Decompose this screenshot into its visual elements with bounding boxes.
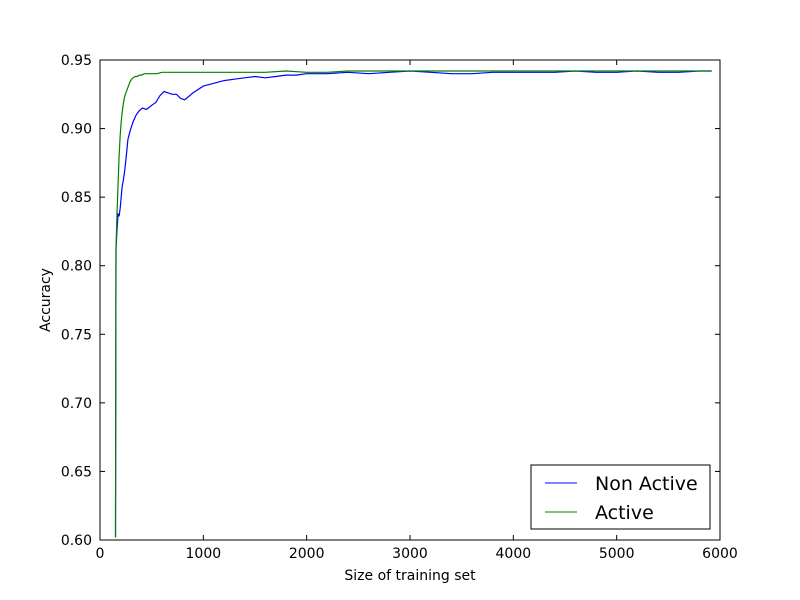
legend-label-active: Active bbox=[595, 502, 654, 524]
y-tick-label: 0.90 bbox=[61, 122, 92, 138]
x-tick-label: 6000 bbox=[702, 546, 738, 562]
x-tick-label: 1000 bbox=[186, 546, 222, 562]
y-tick-label: 0.85 bbox=[61, 190, 92, 206]
ticks-layer: 0 1000 2000 3000 4000 5000 6000 0.60 0.65 0.70 0.7… bbox=[61, 53, 738, 562]
y-tick-label: 0.70 bbox=[61, 396, 92, 412]
y-axis-label: Accuracy bbox=[38, 268, 54, 332]
y-tick-label: 0.95 bbox=[61, 53, 92, 69]
series-line-non-active bbox=[114, 70, 712, 538]
x-tick-label: 0 bbox=[96, 546, 105, 562]
x-tick-label: 4000 bbox=[496, 546, 532, 562]
x-tick-label: 3000 bbox=[392, 546, 428, 562]
series-layer bbox=[114, 70, 712, 538]
y-tick-label: 0.60 bbox=[61, 533, 92, 549]
legend-label-non-active: Non Active bbox=[595, 473, 698, 495]
legend-box bbox=[530, 464, 711, 530]
series-line-active bbox=[114, 70, 712, 538]
y-tick-label: 0.80 bbox=[61, 259, 92, 275]
legend: Non Active Active bbox=[530, 464, 711, 530]
plot-frame bbox=[99, 59, 721, 541]
x-tick-label: 5000 bbox=[599, 546, 635, 562]
y-tick-label: 0.65 bbox=[61, 464, 92, 480]
x-axis-label: Size of training set bbox=[344, 568, 476, 584]
y-tick-label: 0.75 bbox=[61, 327, 92, 343]
x-tick-label: 2000 bbox=[289, 546, 325, 562]
